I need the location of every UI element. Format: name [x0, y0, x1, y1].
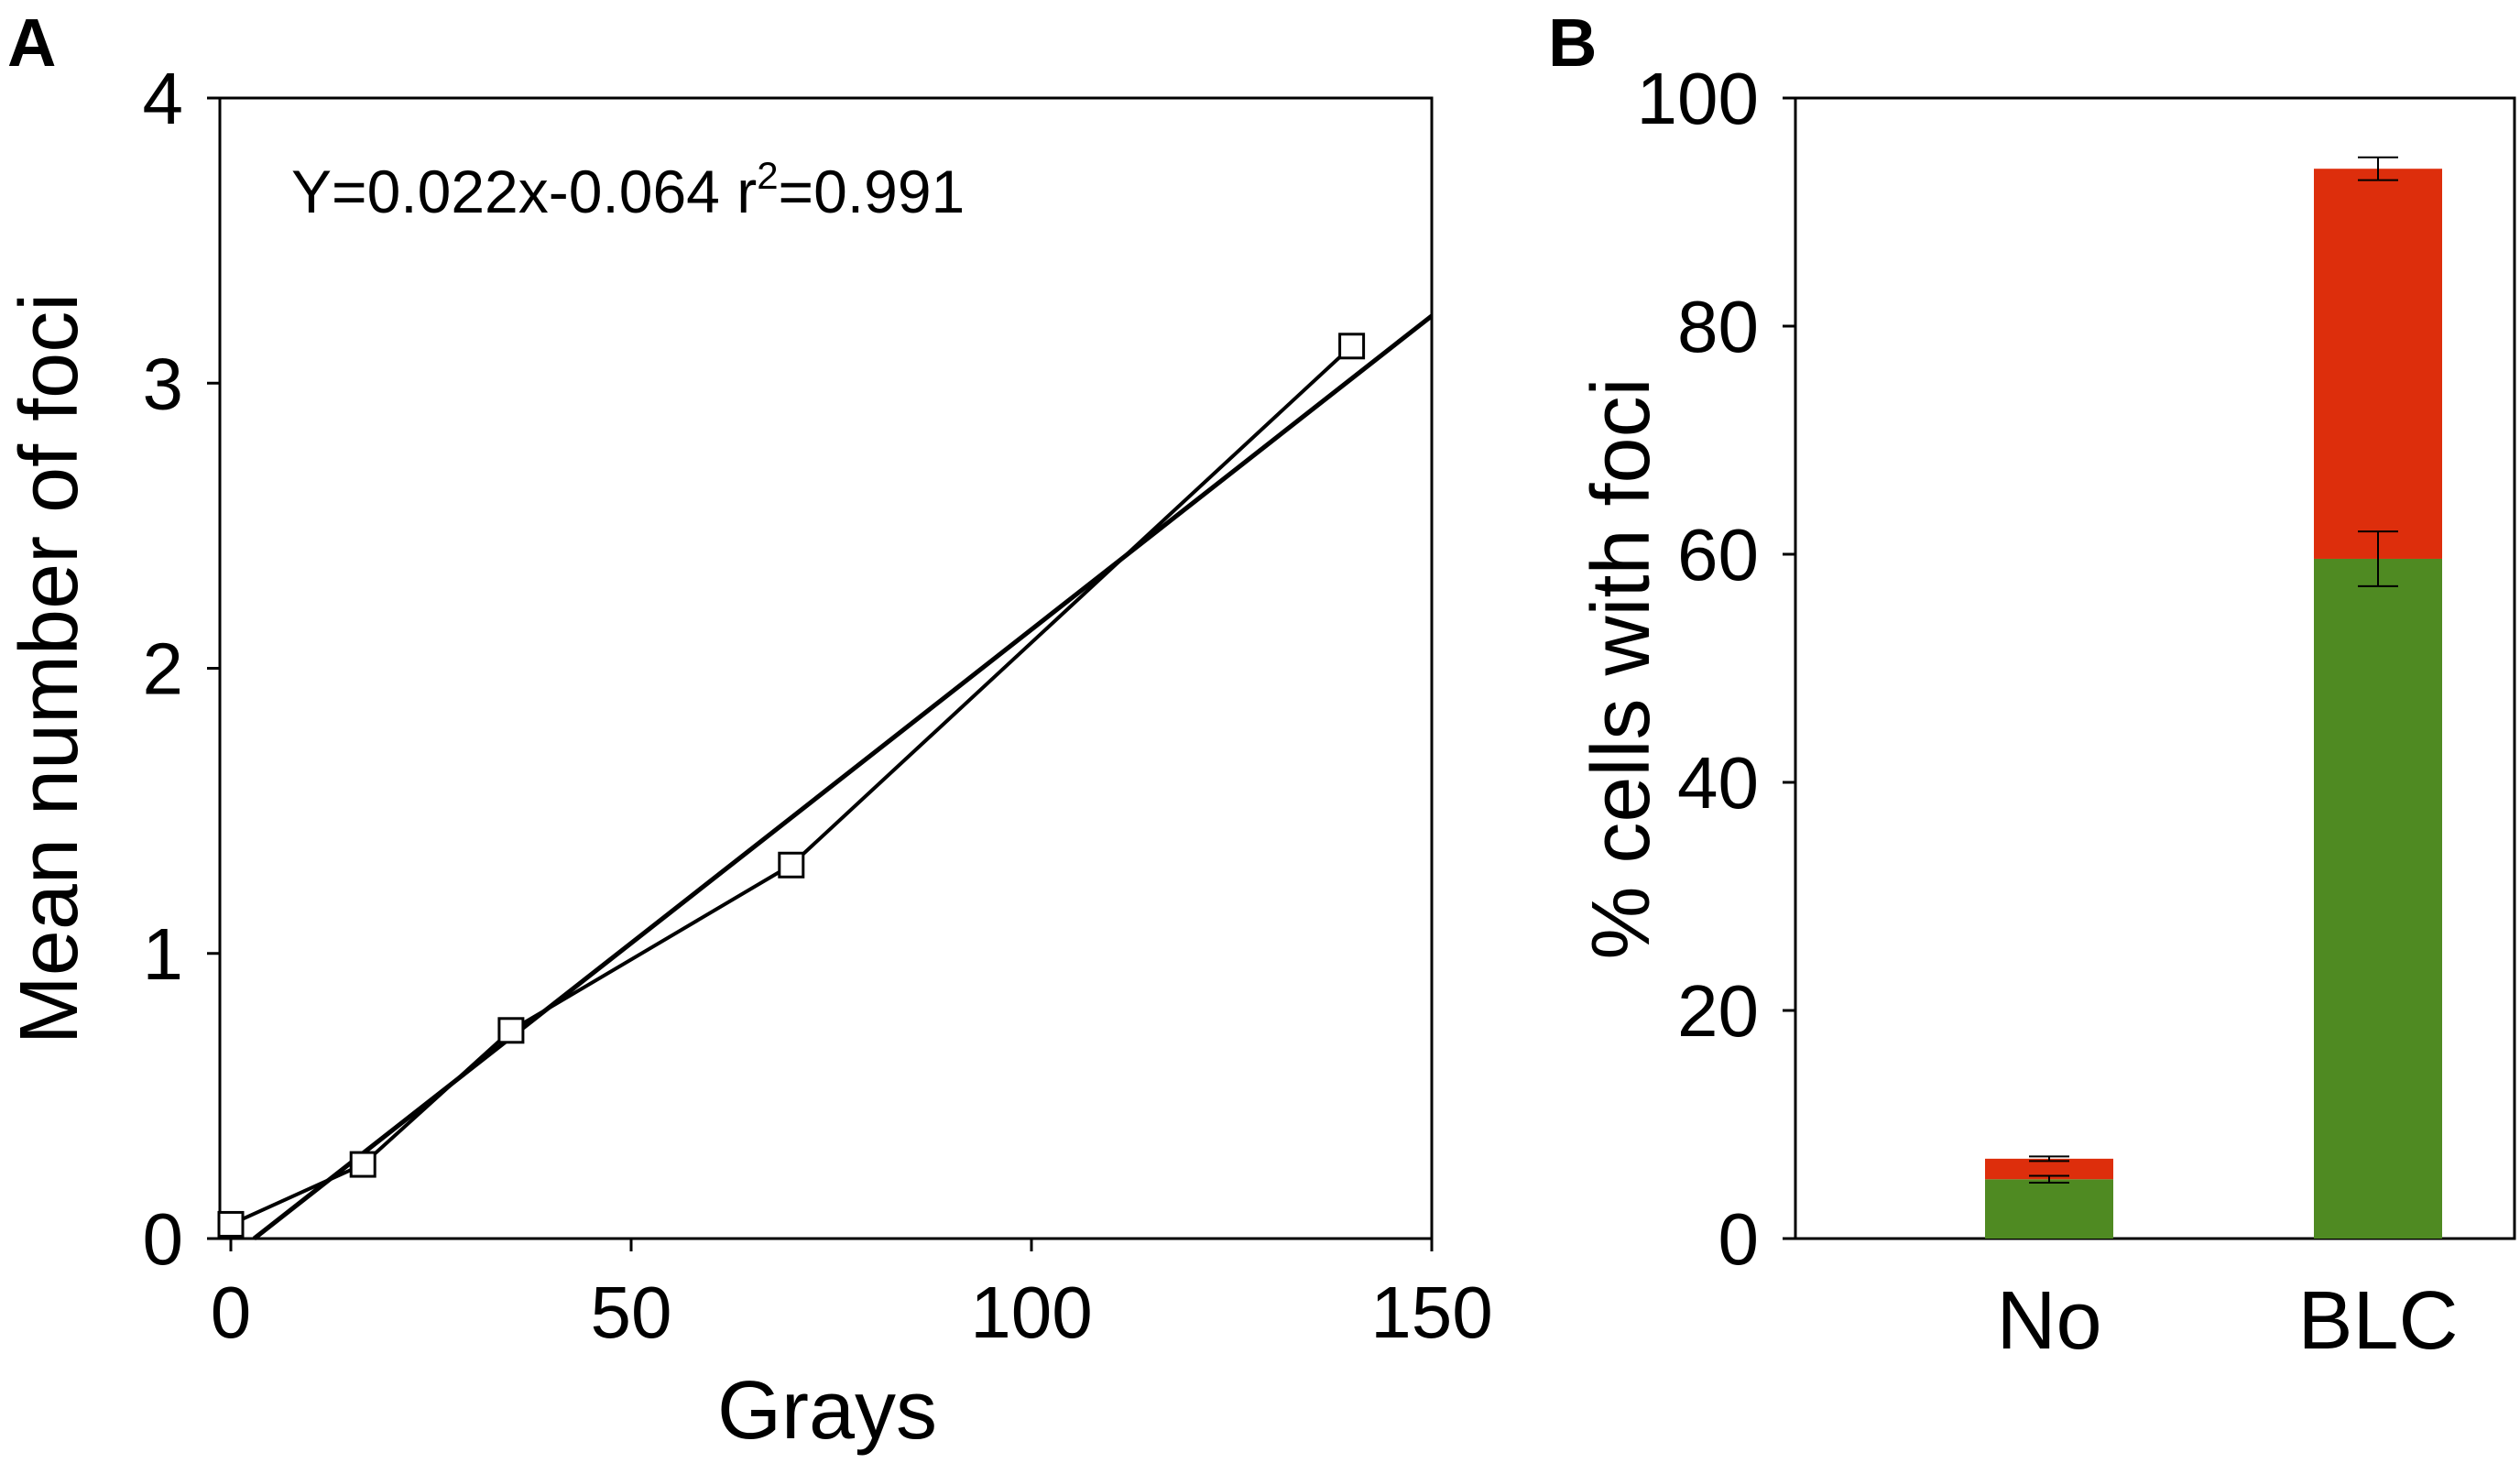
panel-b-plot-frame — [1794, 96, 2516, 1240]
panel-a-series-line — [230, 344, 1353, 1227]
category-label: BLC — [2297, 1275, 2458, 1367]
panel-a-fit-line — [252, 313, 1434, 1240]
panel-b-y-axis-title: % cells with foci — [1576, 377, 1667, 959]
y-tick-label: 0 — [143, 1198, 184, 1280]
panel-b-label: B — [1548, 5, 1597, 81]
panel-b-bars — [1985, 169, 2442, 1239]
data-point-marker — [1338, 333, 1366, 360]
panel-b-category-labels: No BLC — [1996, 1275, 2458, 1367]
panel-a: A 0 50 100 150 0 1 2 3 4 Y=0.022x-0.064 r2=0.99… — [4, 5, 1493, 1457]
y-tick-label: 4 — [143, 58, 184, 139]
y-tick-label: 40 — [1677, 742, 1759, 824]
y-tick-label: 60 — [1677, 514, 1759, 595]
data-point-marker — [349, 1151, 376, 1178]
y-tick-label: 3 — [143, 343, 184, 424]
y-tick-label: 100 — [1637, 58, 1759, 139]
panel-a-plot-frame — [218, 96, 1434, 1240]
panel-b-error-bars — [2029, 156, 2398, 1184]
bar-segment — [1985, 1179, 2113, 1239]
category-label: No — [1996, 1275, 2101, 1367]
bar-segment — [1985, 1158, 2113, 1180]
y-tick-label: 2 — [143, 628, 184, 710]
y-tick-label: 1 — [143, 913, 184, 995]
x-tick-label: 0 — [211, 1272, 252, 1353]
x-tick-label: 100 — [970, 1272, 1092, 1353]
y-tick-label: 80 — [1677, 286, 1759, 367]
data-point-marker — [778, 851, 805, 879]
panel-a-x-ticks: 0 50 100 150 — [211, 1239, 1493, 1353]
y-tick-label: 20 — [1677, 970, 1759, 1052]
panel-a-y-axis-title: Mean number of foci — [4, 293, 95, 1044]
data-point-marker — [217, 1210, 245, 1238]
panel-b: B 0 20 40 60 80 100 No BLC % cells with foci — [1548, 5, 2516, 1367]
x-tick-label: 150 — [1370, 1272, 1492, 1353]
bar-segment — [2314, 558, 2442, 1239]
panel-b-y-ticks: 0 20 40 60 80 100 — [1637, 58, 1795, 1280]
panel-a-markers — [217, 333, 1366, 1238]
panel-a-x-axis-title: Grays — [717, 1365, 937, 1457]
y-tick-label: 0 — [1718, 1198, 1760, 1280]
bar-segment — [2314, 169, 2442, 559]
data-point-marker — [497, 1017, 525, 1044]
panel-a-y-ticks: 0 1 2 3 4 — [143, 58, 220, 1280]
panel-a-annotation: Y=0.022x-0.064 r2=0.991 — [291, 154, 965, 225]
x-tick-label: 50 — [591, 1272, 672, 1353]
panel-a-label: A — [7, 5, 56, 81]
